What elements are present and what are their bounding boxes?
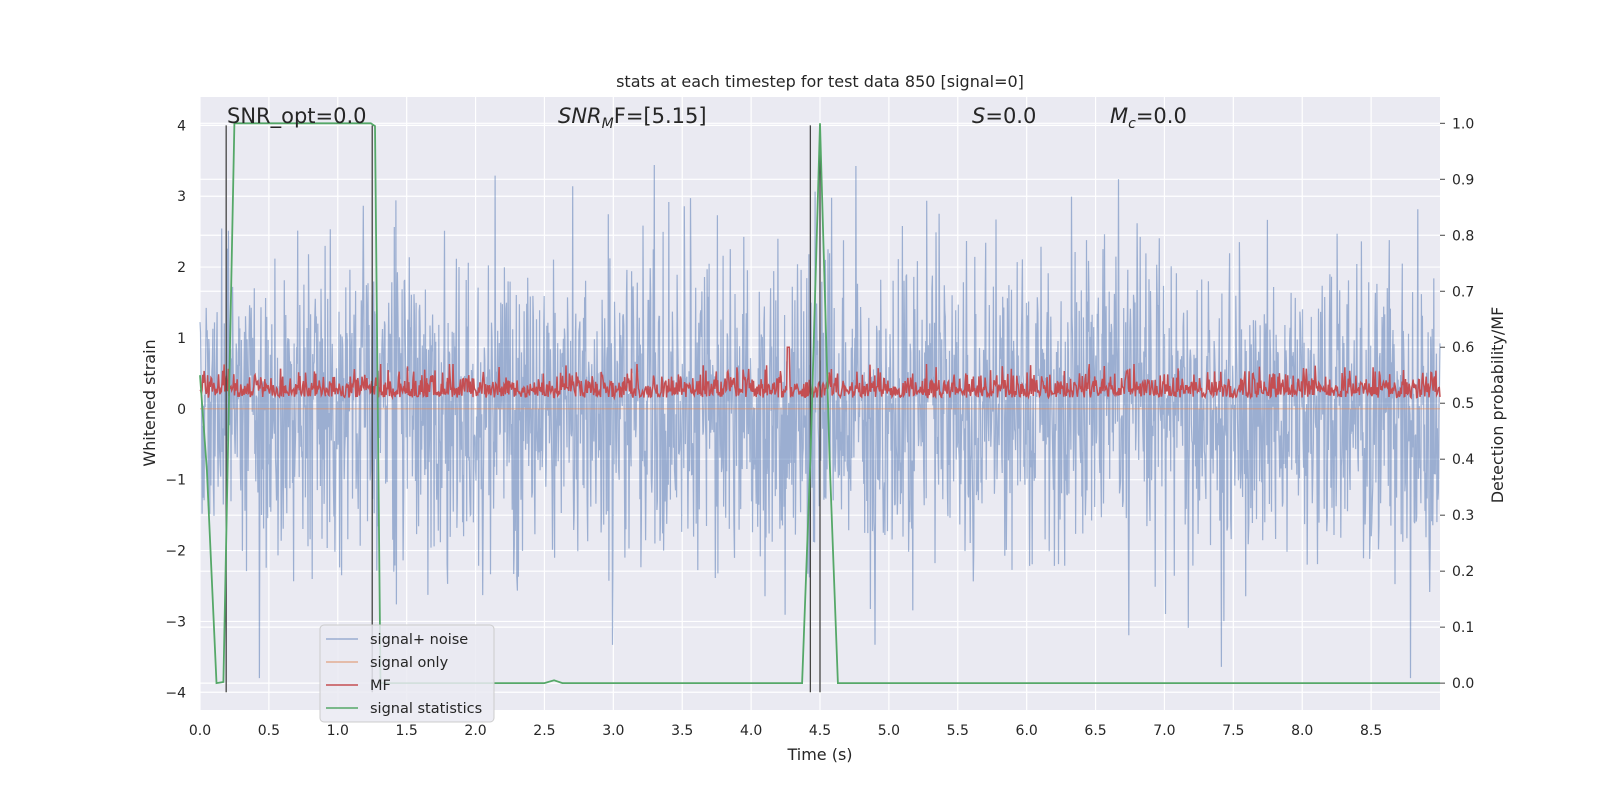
x-tick-label-15: 7.5: [1222, 723, 1244, 739]
x-tick-label-16: 8.0: [1291, 723, 1313, 739]
annotation-s: S=0.0: [972, 104, 1036, 128]
x-tick-label-2: 1.0: [327, 723, 349, 739]
y-right-tick-label-4: 0.6: [1452, 340, 1474, 356]
y-left-tick-label-4: 0: [177, 402, 186, 418]
legend-label-mf: MF: [370, 678, 391, 694]
y-right-tick-label-10: 0.0: [1452, 676, 1474, 692]
y-right-tick-label-8: 0.2: [1452, 564, 1474, 580]
y-left-tick-label-0: 4: [177, 118, 186, 134]
y-axis-label-left: Whitened strain: [140, 339, 159, 466]
chart-title: stats at each timestep for test data 850…: [616, 72, 1024, 91]
x-tick-label-11: 5.5: [947, 723, 969, 739]
legend-label-noise: signal+ noise: [370, 632, 468, 648]
x-tick-label-14: 7.0: [1153, 723, 1175, 739]
y-right-tick-label-6: 0.4: [1452, 452, 1474, 468]
annotation-snr-mf: SNRMF=[5.15]: [558, 104, 707, 132]
y-right-tick-label-2: 0.8: [1452, 228, 1474, 244]
axis-ticks: 0.0 0.5 1.0 1.5 2.0 2.5 3.0 3.5 4.0 4.5 5.0 5.5 6.0 6…: [165, 116, 1474, 739]
y-right-tick-label-3: 0.7: [1452, 284, 1474, 300]
x-tick-label-6: 3.0: [602, 723, 624, 739]
x-tick-label-5: 2.5: [533, 723, 555, 739]
y-right-tick-label-9: 0.1: [1452, 620, 1474, 636]
annotation-mc: Mc=0.0: [1110, 104, 1187, 132]
y-axis-label-right: Detection probability/MF: [1488, 307, 1507, 504]
y-left-tick-label-5: −1: [165, 473, 186, 489]
legend-box: [319, 624, 495, 723]
legend: signal+ noise signal only MF signal stat…: [319, 624, 495, 723]
legend-label-stat: signal statistics: [370, 701, 482, 717]
x-tick-label-12: 6.0: [1016, 723, 1038, 739]
legend-label-signal-only: signal only: [370, 655, 449, 671]
x-tick-label-7: 3.5: [671, 723, 693, 739]
x-tick-label-17: 8.5: [1360, 723, 1382, 739]
annotation-mc-main: M: [1110, 104, 1128, 128]
y-left-tick-label-7: −3: [165, 614, 186, 630]
x-tick-label-1: 0.5: [258, 723, 280, 739]
x-tick-label-3: 1.5: [396, 723, 418, 739]
y-left-tick-label-3: 1: [177, 331, 186, 347]
y-right-tick-label-0: 1.0: [1452, 116, 1474, 132]
annotation-snr-mf-sub: M: [602, 116, 614, 132]
x-tick-label-10: 5.0: [878, 723, 900, 739]
annotation-snr-mf-base: SNR: [558, 104, 602, 128]
x-tick-label-13: 6.5: [1084, 723, 1106, 739]
y-left-tick-label-2: 2: [177, 260, 186, 276]
x-tick-label-9: 4.5: [809, 723, 831, 739]
x-tick-label-8: 4.0: [740, 723, 762, 739]
x-axis-label: Time (s): [786, 745, 852, 764]
y-right-tick-label-1: 0.9: [1452, 172, 1474, 188]
y-right-tick-label-5: 0.5: [1452, 396, 1474, 412]
y-right-tick-label-7: 0.3: [1452, 508, 1474, 524]
y-left-tick-label-1: 3: [177, 189, 186, 205]
x-tick-label-0: 0.0: [189, 723, 211, 739]
annotation-snr-opt: SNR_opt=0.0: [227, 104, 367, 129]
vertical-markers: [225, 125, 821, 693]
annotation-s-tail: =0.0: [985, 104, 1036, 128]
y-left-tick-label-8: −4: [165, 685, 186, 701]
annotation-s-main: S: [972, 104, 985, 128]
annotation-snr-mf-tail: F=[5.15]: [614, 104, 707, 128]
annotation-mc-sub: c: [1128, 116, 1136, 132]
annotation-mc-tail: =0.0: [1136, 104, 1187, 128]
y-left-tick-label-6: −2: [165, 544, 186, 560]
x-tick-label-4: 2.0: [464, 723, 486, 739]
